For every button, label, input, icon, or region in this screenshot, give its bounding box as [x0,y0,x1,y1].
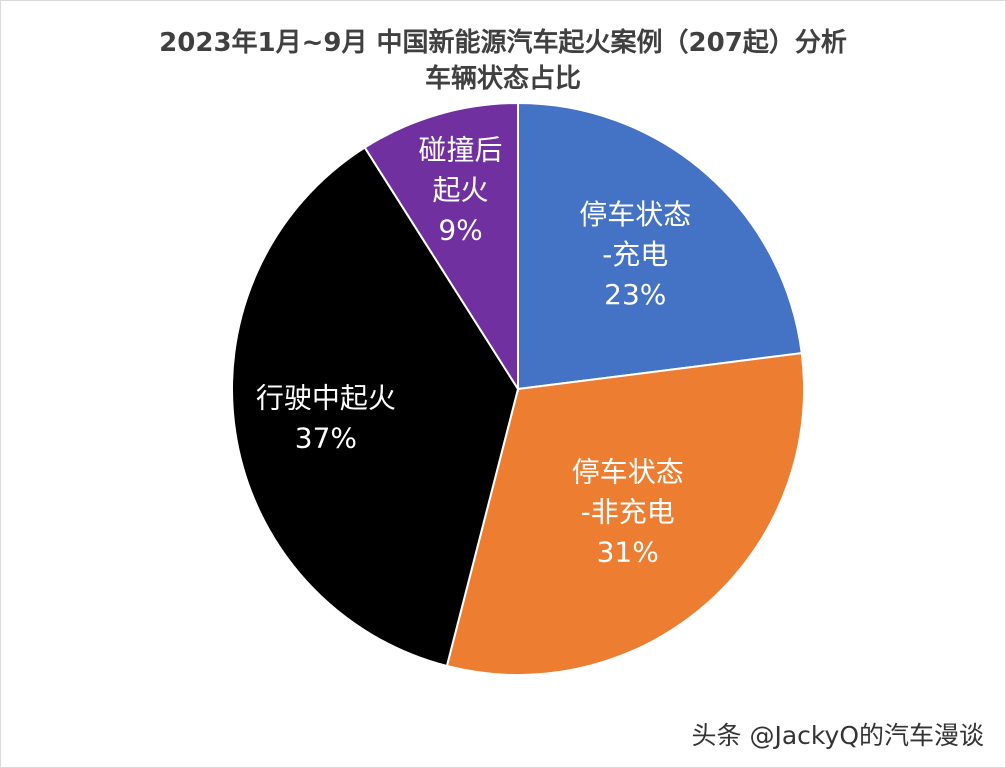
watermark: 头条 @JackyQ的汽车漫谈 [691,721,984,750]
slice-category-label-4: 碰撞后 [419,133,503,166]
slice-category-label-2: -非充电 [581,495,675,528]
slice-category-label-1: 停车状态 [579,198,691,231]
chart-subtitle: 车辆状态占比 [424,64,581,94]
pie-slice-1 [517,101,803,391]
slice-category-label-2: 停车状态 [572,455,684,488]
slice-value-label-4: 9% [438,213,482,246]
slice-value-label-1: 23% [604,278,666,311]
chart-title: 2023年1月~9月 中国新能源汽车起火案例（207起）分析 [159,28,847,58]
slice-category-label-1: -充电 [602,238,668,271]
slice-category-label-4: 起火 [433,173,489,206]
slice-value-label-2: 31% [597,535,659,568]
pie-slice-2 [445,352,805,676]
slice-category-label-3: 行驶中起火 [256,381,396,414]
pie-slice-4 [363,101,519,393]
slice-value-label-3: 37% [295,421,357,454]
